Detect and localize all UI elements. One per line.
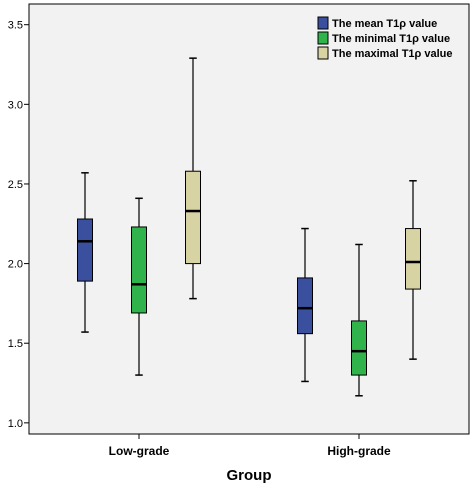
box-1-1 xyxy=(351,243,367,397)
plot-area xyxy=(28,3,470,435)
legend-swatch xyxy=(317,46,329,60)
box-1-2 xyxy=(405,180,421,360)
box-1-0 xyxy=(297,227,313,383)
legend-label: The minimal T1ρ value xyxy=(332,33,450,45)
box-0-2 xyxy=(185,57,201,300)
y-tick-label: 3.5 xyxy=(8,20,23,32)
x-tick-label: Low-grade xyxy=(109,444,170,458)
legend-label: The mean T1ρ value xyxy=(332,18,437,30)
y-tick-label: 2.0 xyxy=(8,259,23,271)
x-axis-title: Group xyxy=(227,467,272,484)
box-0-0 xyxy=(77,172,93,333)
iqr-box xyxy=(77,218,93,282)
x-axis: Low-grade High-grade xyxy=(109,434,391,458)
x-tick-label: High-grade xyxy=(327,444,391,458)
iqr-box xyxy=(131,226,147,314)
y-tick-label: 2.5 xyxy=(8,179,23,191)
boxes-group xyxy=(77,57,421,397)
legend-swatch xyxy=(317,31,329,45)
y-tick-label: 3.0 xyxy=(8,99,23,111)
y-axis: 1.0 1.5 2.0 2.5 3.0 3.5 xyxy=(8,20,29,430)
y-tick-label: 1.0 xyxy=(8,418,23,430)
box-0-1 xyxy=(131,197,147,376)
y-tick-label: 1.5 xyxy=(8,338,23,350)
legend-swatch xyxy=(317,16,329,30)
iqr-box xyxy=(185,170,201,265)
iqr-box xyxy=(405,228,421,290)
legend: The mean T1ρ value The minimal T1ρ value T… xyxy=(317,16,453,60)
legend-label: The maximal T1ρ value xyxy=(332,48,453,60)
iqr-box xyxy=(297,277,313,335)
iqr-box xyxy=(351,320,367,376)
